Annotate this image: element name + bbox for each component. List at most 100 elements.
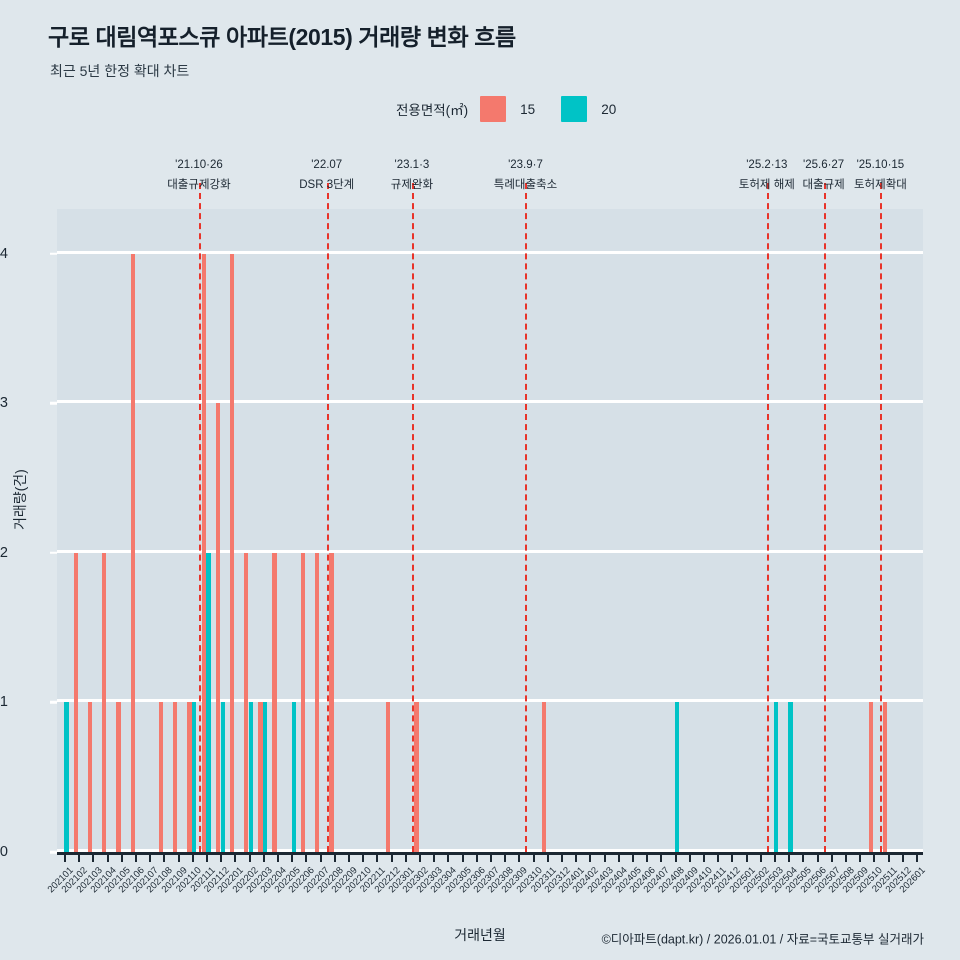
gridline xyxy=(57,549,923,553)
x-tick-mark xyxy=(617,852,620,862)
x-tick-mark xyxy=(475,852,478,862)
x-tick-mark xyxy=(120,852,123,862)
legend-label-15: 15 xyxy=(520,101,536,117)
x-tick-mark xyxy=(291,852,294,862)
bar-202110-15 xyxy=(187,702,192,852)
x-tick-mark xyxy=(859,852,862,862)
event-date: '25.10·15 xyxy=(856,159,905,171)
event-name: 대출규제 xyxy=(802,179,845,191)
x-tick-mark xyxy=(163,852,166,862)
x-tick-mark xyxy=(248,852,251,862)
event-line-202207 xyxy=(326,183,329,852)
x-tick-mark xyxy=(603,852,606,862)
x-tick-mark xyxy=(532,852,535,862)
event-name: 규제완화 xyxy=(390,179,434,191)
bar-202203-15 xyxy=(258,702,263,852)
bar-202504-20 xyxy=(788,702,793,852)
bar-202302-15 xyxy=(414,702,419,852)
bar-202510-15 xyxy=(868,702,873,852)
bar-202110-20 xyxy=(192,702,197,852)
x-tick-mark xyxy=(646,852,649,862)
event-line-202309 xyxy=(525,183,528,852)
x-tick-mark xyxy=(319,852,322,862)
gridline xyxy=(57,699,923,703)
y-tick-label: 4 xyxy=(0,245,8,262)
x-tick-mark xyxy=(262,852,265,862)
event-annotation-202510: '25.10·15 토허제확대 xyxy=(854,155,907,195)
bar-202212-15 xyxy=(386,702,391,852)
event-date: '25.2·13 xyxy=(746,159,788,171)
event-annotation-202207: '22.07 DSR 3단계 xyxy=(299,155,354,195)
x-tick-mark xyxy=(844,852,847,862)
y-tick-label: 3 xyxy=(0,395,8,412)
x-tick-mark xyxy=(220,852,223,862)
event-line-202110 xyxy=(198,183,201,852)
x-tick-mark xyxy=(433,852,436,862)
bar-202106-15 xyxy=(130,253,135,852)
legend-label-20: 20 xyxy=(601,101,617,117)
event-name: 대출규제강화 xyxy=(167,179,231,191)
event-annotation-202502: '25.2·13 토허제 해제 xyxy=(739,155,795,195)
event-annotation-202309: '23.9·7 특례대출축소 xyxy=(494,155,557,195)
event-annotation-202301: '23.1·3 규제완화 xyxy=(391,155,433,195)
x-tick-mark xyxy=(759,852,762,862)
bar-202311-15 xyxy=(542,702,547,852)
x-tick-mark xyxy=(873,852,876,862)
event-date: '22.07 xyxy=(311,159,343,171)
x-tick-mark xyxy=(915,852,918,862)
event-name: 특례대출축소 xyxy=(493,179,558,191)
x-tick-mark xyxy=(688,852,691,862)
legend-swatch-15 xyxy=(480,96,507,122)
x-tick-mark xyxy=(277,852,280,862)
event-annotation-202506: '25.6·27 대출규제 xyxy=(802,155,844,195)
legend-swatch-20 xyxy=(561,96,588,122)
gridline xyxy=(57,400,923,404)
gridline xyxy=(57,250,923,254)
x-tick-mark xyxy=(504,852,507,862)
x-tick-mark xyxy=(773,852,776,862)
footer-credit: ©디아파트(dapt.kr) / 2026.01.01 / 자료=국토교통부 실… xyxy=(601,932,924,947)
bar-202108-15 xyxy=(158,702,164,852)
bar-202206-15 xyxy=(300,552,306,852)
bar-202203-20 xyxy=(263,702,268,852)
bar-202102-15 xyxy=(73,552,78,852)
bar-202208-15 xyxy=(329,552,334,852)
event-annotation-202110: '21.10·26 대출규제강화 xyxy=(167,155,230,195)
event-date: '23.1·3 xyxy=(394,159,430,171)
bar-202112-15 xyxy=(215,403,220,852)
x-tick-mark xyxy=(660,852,663,862)
x-tick-mark xyxy=(731,852,734,862)
x-tick-mark xyxy=(589,852,592,862)
page-subtitle: 최근 5년 한정 확대 차트 xyxy=(50,63,190,79)
x-tick-mark xyxy=(135,852,138,862)
x-tick-mark xyxy=(788,852,791,862)
x-tick-mark xyxy=(575,852,578,862)
x-tick-mark xyxy=(717,852,720,862)
event-date: '21.10·26 xyxy=(175,159,223,171)
x-tick-mark xyxy=(887,852,890,862)
x-tick-mark xyxy=(305,852,308,862)
x-tick-mark xyxy=(816,852,819,862)
x-tick-mark xyxy=(206,852,209,862)
x-tick-mark xyxy=(106,852,109,862)
event-name: 토허제확대 xyxy=(853,179,907,191)
bar-202202-20 xyxy=(248,702,254,852)
bar-202204-15 xyxy=(272,552,277,852)
bar-202202-15 xyxy=(244,552,249,852)
bar-202205-20 xyxy=(291,702,296,852)
bar-202201-15 xyxy=(229,253,235,852)
x-tick-mark xyxy=(745,852,748,862)
gridline xyxy=(57,849,923,852)
y-tick-label: 1 xyxy=(0,694,8,711)
event-date: '25.6·27 xyxy=(803,159,845,171)
event-name: DSR 3단계 xyxy=(299,179,355,191)
bar-202109-15 xyxy=(173,702,178,852)
event-line-202502 xyxy=(766,183,769,852)
event-date: '23.9·7 xyxy=(508,159,543,171)
bar-202103-15 xyxy=(87,702,93,852)
bar-202104-15 xyxy=(102,552,107,852)
bar-202408-20 xyxy=(674,702,680,852)
page-title: 구로 대림역포스큐 아파트(2015) 거래량 변화 흐름 xyxy=(48,24,516,50)
bar-202503-20 xyxy=(774,702,779,852)
